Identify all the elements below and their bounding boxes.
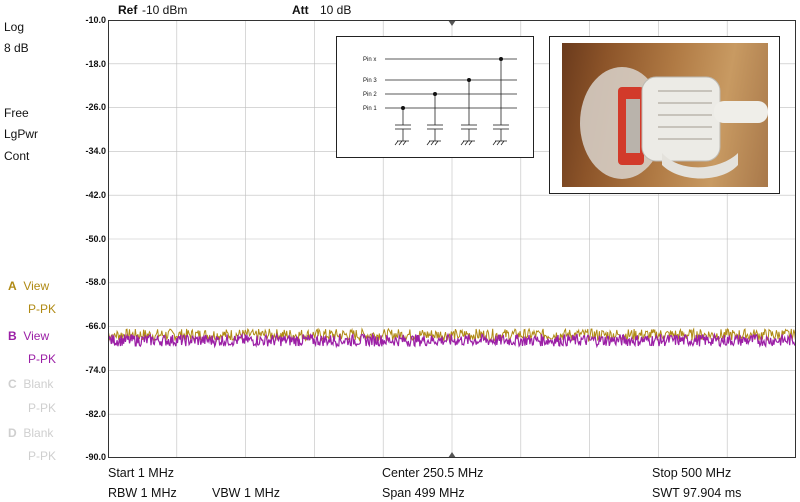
att-label: Att (292, 3, 309, 17)
connector-illustration (580, 67, 768, 179)
capacitor-icon (394, 124, 411, 146)
y-tick-label: -74.0 (85, 365, 106, 375)
circuit-inset: Pin x Pin 3 Pin 2 Pin 1 (336, 36, 534, 158)
vbw-value: VBW 1 MHz (212, 486, 281, 500)
start-frequency: Start 1 MHz (108, 466, 174, 480)
trace-a-mode: A View (8, 279, 50, 293)
capacitor-icon (492, 124, 509, 146)
pin-2-label: Pin 2 (363, 92, 377, 98)
scale-mode: Log (4, 20, 25, 34)
sweep-time: SWT 97.904 ms (652, 486, 742, 500)
rbw-value: RBW 1 MHz (108, 486, 177, 500)
y-tick-label: -42.0 (85, 190, 106, 200)
connector-photo-inset (549, 36, 780, 194)
pin-1-label: Pin 1 (363, 106, 377, 112)
y-tick-label: -66.0 (85, 321, 106, 331)
y-tick-label: -18.0 (85, 59, 106, 69)
y-tick-label: -58.0 (85, 277, 106, 287)
trace-d-detector: P-PK (28, 449, 57, 463)
ref-label: Ref (118, 3, 138, 17)
capacitor-icon (426, 124, 443, 146)
junction-dot (433, 92, 437, 96)
circuit-diagram: Pin x Pin 3 Pin 2 Pin 1 (363, 57, 517, 146)
capacitor-icon (460, 124, 477, 146)
y-tick-label: -26.0 (85, 102, 106, 112)
trace-c-detector: P-PK (28, 401, 57, 415)
trace-b-detector: P-PK (28, 352, 57, 366)
ref-value: -10 dBm (142, 3, 188, 17)
junction-dot (401, 106, 405, 110)
plot-frame (108, 20, 796, 458)
plot-traces (108, 327, 796, 349)
att-value: 10 dB (320, 3, 352, 17)
y-tick-label: -82.0 (85, 409, 106, 419)
y-tick-label: -90.0 (85, 452, 106, 462)
junction-dot (467, 78, 471, 82)
trace-b-line (108, 332, 796, 349)
trace-d-mode: D Blank (8, 426, 54, 440)
junction-dot (499, 57, 503, 61)
y-tick-label: -50.0 (85, 234, 106, 244)
marker-bottom-icon (448, 452, 456, 458)
scale-div: 8 dB (4, 41, 29, 55)
pin-3-label: Pin 3 (363, 78, 377, 84)
trace-c-mode: C Blank (8, 377, 54, 391)
trigger-mode: Free (4, 106, 29, 120)
sweep-mode: Cont (4, 149, 30, 163)
detector-mode: LgPwr (4, 127, 39, 141)
trace-b-mode: B View (8, 329, 50, 343)
span-value: Span 499 MHz (382, 486, 465, 500)
marker-top-icon (448, 20, 456, 26)
center-frequency: Center 250.5 MHz (382, 466, 484, 480)
stop-frequency: Stop 500 MHz (652, 466, 732, 480)
trace-a-detector: P-PK (28, 302, 57, 316)
y-tick-label: -10.0 (85, 15, 106, 25)
pin-x-label: Pin x (363, 57, 376, 63)
connector-photo (562, 43, 768, 187)
y-tick-label: -34.0 (85, 146, 106, 156)
